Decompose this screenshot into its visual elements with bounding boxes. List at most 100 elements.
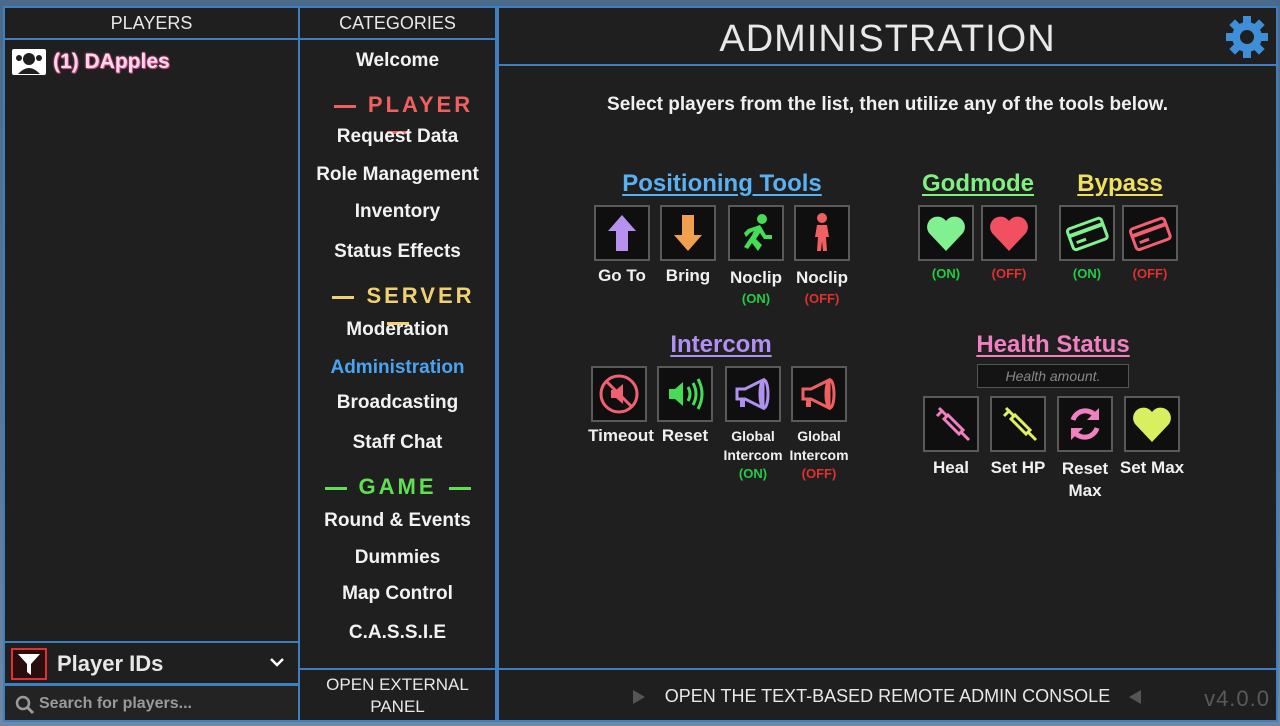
categories-header: CATEGORIES — [298, 6, 497, 40]
syringe-icon — [1002, 406, 1038, 442]
global-intercom-off-label: Global Intercom — [783, 427, 855, 465]
bypass-on-state: (ON) — [1072, 266, 1102, 281]
arrow-up-icon — [608, 215, 636, 251]
speaker-icon — [669, 378, 704, 410]
category-cassie[interactable]: C.A.S.S.I.E — [348, 622, 447, 643]
players-list[interactable]: (1) DApples — [3, 38, 300, 643]
category-welcome[interactable]: Welcome — [355, 50, 440, 71]
players-header-label: PLAYERS — [110, 13, 193, 33]
goto-button[interactable] — [594, 205, 650, 261]
reset-label: Reset — [1061, 459, 1109, 478]
heal-button[interactable] — [923, 396, 979, 452]
intercom-timeout-label: Timeout — [588, 426, 654, 445]
chevron-down-icon — [270, 658, 284, 667]
search-placeholder: Search for players... — [39, 695, 192, 712]
section-player-label: PLAYER — [367, 92, 474, 117]
search-input[interactable]: Search for players... — [3, 684, 300, 722]
intercom-reset-label: Reset — [661, 426, 709, 445]
open-console-button[interactable]: OPEN THE TEXT-BASED REMOTE ADMIN CONSOLE… — [497, 668, 1278, 722]
set-hp-button[interactable] — [990, 396, 1046, 452]
players-header: PLAYERS — [3, 6, 300, 40]
main-header: ADMINISTRATION — [497, 6, 1278, 66]
category-status-effects[interactable]: Status Effects — [334, 241, 461, 262]
global-intercom-on-state: (ON) — [738, 466, 768, 481]
category-round-events[interactable]: Round & Events — [324, 510, 471, 531]
syringe-icon — [935, 406, 971, 442]
megaphone-icon — [735, 377, 770, 411]
category-dummies[interactable]: Dummies — [354, 547, 441, 568]
godmode-off-button[interactable] — [981, 205, 1037, 261]
keycard-icon — [1066, 216, 1109, 252]
bring-label: Bring — [665, 266, 711, 285]
search-icon — [15, 695, 35, 715]
player-filter-dropdown[interactable]: Player IDs — [3, 641, 300, 685]
category-map-control[interactable]: Map Control — [342, 583, 453, 604]
noclip-off-label: Noclip — [796, 268, 848, 287]
category-broadcasting[interactable]: Broadcasting — [336, 392, 459, 413]
arrow-down-icon — [674, 215, 702, 251]
godmode-off-state: (OFF) — [991, 266, 1027, 281]
goto-label: Go To — [598, 266, 646, 285]
intercom-label: Intercom — [723, 447, 783, 463]
main-content: Select players from the list, then utili… — [497, 64, 1278, 671]
category-role-management[interactable]: Role Management — [316, 164, 479, 185]
max-label: Max — [1068, 481, 1102, 500]
instruction-text: Select players from the list, then utili… — [607, 94, 1168, 115]
heart-icon — [927, 216, 965, 251]
walking-person-icon — [815, 213, 829, 251]
set-max-label: Set Max — [1119, 458, 1185, 477]
bring-button[interactable] — [660, 205, 716, 261]
open-external-panel-button[interactable]: OPEN EXTERNAL PANEL — [298, 668, 497, 722]
bypass-title: Bypass — [1077, 170, 1163, 197]
intercom-timeout-button[interactable] — [591, 366, 647, 422]
godmode-on-button[interactable] — [918, 205, 974, 261]
megaphone-icon — [801, 377, 836, 411]
heart-icon — [990, 216, 1028, 251]
section-server: SERVER — [300, 283, 495, 335]
noclip-on-button[interactable] — [728, 205, 784, 261]
reset-max-button[interactable] — [1057, 396, 1113, 452]
set-hp-label: Set HP — [990, 458, 1046, 477]
player-name: (1) DApples — [53, 50, 170, 73]
category-moderation[interactable]: Moderation — [346, 319, 449, 340]
play-icon — [633, 690, 645, 704]
global-intercom-on-button[interactable] — [725, 366, 781, 422]
intercom-label: Intercom — [789, 447, 849, 463]
category-inventory[interactable]: Inventory — [354, 201, 441, 222]
category-staff-chat[interactable]: Staff Chat — [352, 432, 443, 453]
set-max-button[interactable] — [1124, 396, 1180, 452]
godmode-on-state: (ON) — [931, 266, 961, 281]
noclip-off-state: (OFF) — [804, 291, 840, 306]
category-request-data[interactable]: Request Data — [336, 126, 459, 147]
positioning-tools-title: Positioning Tools — [622, 170, 822, 197]
play-reverse-icon — [1129, 690, 1141, 704]
version-label: v4.0.0 — [1204, 686, 1270, 711]
user-icon — [12, 49, 46, 75]
intercom-reset-button[interactable] — [657, 366, 713, 422]
noclip-on-state: (ON) — [741, 291, 771, 306]
external-label-line2: PANEL — [370, 697, 425, 716]
bypass-on-button[interactable] — [1059, 205, 1115, 261]
running-person-icon — [744, 214, 772, 251]
filter-icon[interactable] — [11, 648, 47, 680]
bypass-off-button[interactable] — [1122, 205, 1178, 261]
refresh-icon — [1070, 408, 1100, 440]
category-administration[interactable]: Administration — [330, 357, 465, 378]
section-game-label: GAME — [358, 474, 437, 499]
noclip-off-button[interactable] — [794, 205, 850, 261]
keycard-icon — [1129, 216, 1172, 252]
gear-icon[interactable] — [1224, 14, 1270, 60]
heal-label: Heal — [933, 458, 969, 477]
console-label: OPEN THE TEXT-BASED REMOTE ADMIN CONSOLE — [664, 686, 1111, 706]
godmode-title: Godmode — [922, 170, 1034, 197]
heart-icon — [1133, 407, 1171, 442]
health-amount-input[interactable]: Health amount. — [977, 364, 1129, 388]
global-label: Global — [797, 428, 841, 444]
categories-header-label: CATEGORIES — [339, 13, 456, 33]
list-item[interactable]: (1) DApples — [11, 48, 170, 76]
global-intercom-off-button[interactable] — [791, 366, 847, 422]
section-game: GAME — [300, 474, 495, 500]
mute-icon — [599, 374, 639, 414]
categories-list: Welcome PLAYER Request Data Role Managem… — [298, 38, 497, 670]
section-server-label: SERVER — [366, 283, 475, 308]
